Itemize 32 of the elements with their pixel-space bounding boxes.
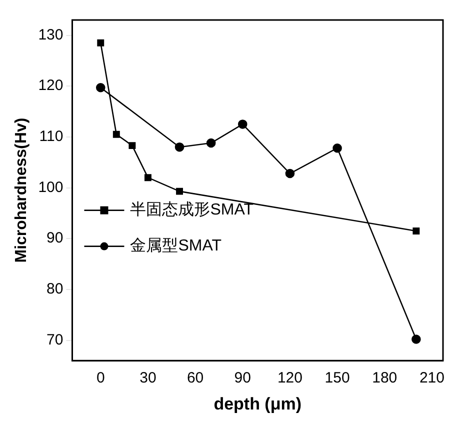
x-tick-label: 30 [140,370,156,387]
x-axis-title: depth (μm) [214,394,302,414]
y-tick-label: 80 [46,280,64,298]
x-tick-label: 90 [234,370,251,387]
y-axis-title: Microhardness(Hv) [13,118,30,263]
point [238,120,248,129]
y-tick-label: 70 [46,331,64,348]
x-tick-label: 60 [186,370,204,387]
point [96,82,106,92]
y-tick-label: 120 [38,77,64,94]
point [97,39,104,46]
x-tick-label: 0 [96,370,105,387]
point [128,142,136,150]
legend-label: 金属型SMAT [130,238,222,255]
point [206,138,216,148]
point [176,188,183,195]
point [112,130,120,138]
point [412,334,421,344]
point [332,143,342,153]
point [412,227,420,234]
y-tick-label: 110 [39,128,64,146]
x-tick-label: 120 [277,370,302,387]
y-tick-label: 90 [46,230,64,247]
x-tick-label: 150 [324,370,350,387]
point [285,168,295,178]
legend-label: 半固态成形SMAT [130,200,254,219]
y-tick-label: 100 [38,178,64,196]
y-tick-label: 130 [38,26,64,44]
x-tick-label: 210 [419,370,444,387]
point [174,142,184,152]
point [144,174,152,182]
x-tick-label: 180 [372,370,398,387]
